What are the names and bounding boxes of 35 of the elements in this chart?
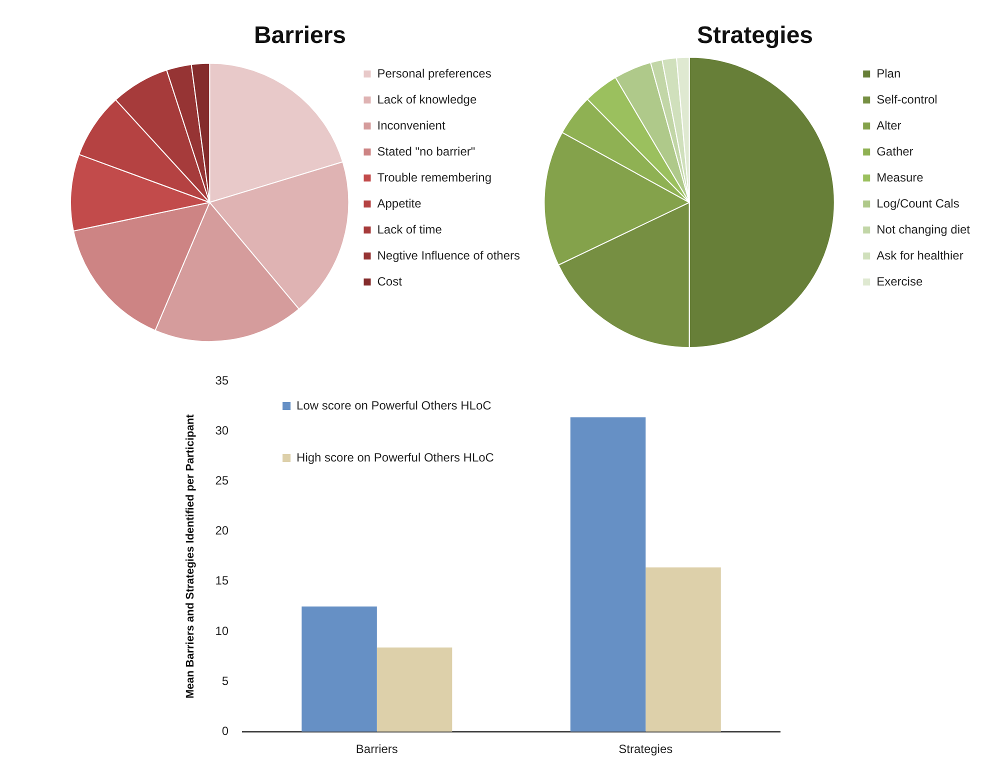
chart-title: Strategies xyxy=(696,22,814,50)
y-axis-title: Mean Barriers and Strategies Identified per Participant xyxy=(184,414,197,699)
legend-label: Log/Count Cals xyxy=(876,196,960,210)
y-tick-label: 25 xyxy=(215,474,229,488)
legend-label: Trouble remembering xyxy=(377,170,492,184)
bar xyxy=(646,567,721,732)
legend-label: Personal preferences xyxy=(377,66,492,80)
legend-label: Negtive Influence of others xyxy=(377,248,520,262)
legend-label: Alter xyxy=(876,118,902,132)
legend-label: Self-control xyxy=(876,92,938,106)
y-tick-label: 20 xyxy=(215,524,229,538)
legend-label: Exercise xyxy=(876,274,923,288)
legend-label: Inconvenient xyxy=(377,118,446,132)
legend-label: Lack of time xyxy=(377,222,442,236)
legend-label: Measure xyxy=(876,170,924,184)
legend-label: Ask for healthier xyxy=(876,248,964,262)
legend-label: Low score on Powerful Others HLoC xyxy=(296,398,492,412)
legend-label: Not changing diet xyxy=(876,222,971,236)
legend-label: Lack of knowledge xyxy=(377,92,477,106)
legend-label: Stated "no barrier" xyxy=(377,144,476,158)
legend-label: Appetite xyxy=(377,196,422,210)
chart-title: Barriers xyxy=(254,22,346,50)
y-tick-label: 30 xyxy=(215,424,229,438)
bar xyxy=(302,606,377,732)
y-tick-label: 15 xyxy=(215,574,229,588)
y-tick-label: 0 xyxy=(222,724,229,738)
bar xyxy=(570,417,646,732)
legend-label: Plan xyxy=(876,66,901,80)
legend-label: High score on Powerful Others HLoC xyxy=(296,450,494,464)
y-tick-label: 35 xyxy=(215,374,229,388)
bar xyxy=(376,648,452,732)
legend-label: Cost xyxy=(377,274,403,288)
y-tick-label: 10 xyxy=(215,624,229,638)
y-tick-label: 5 xyxy=(222,674,229,688)
legend-label: Gather xyxy=(876,144,914,158)
